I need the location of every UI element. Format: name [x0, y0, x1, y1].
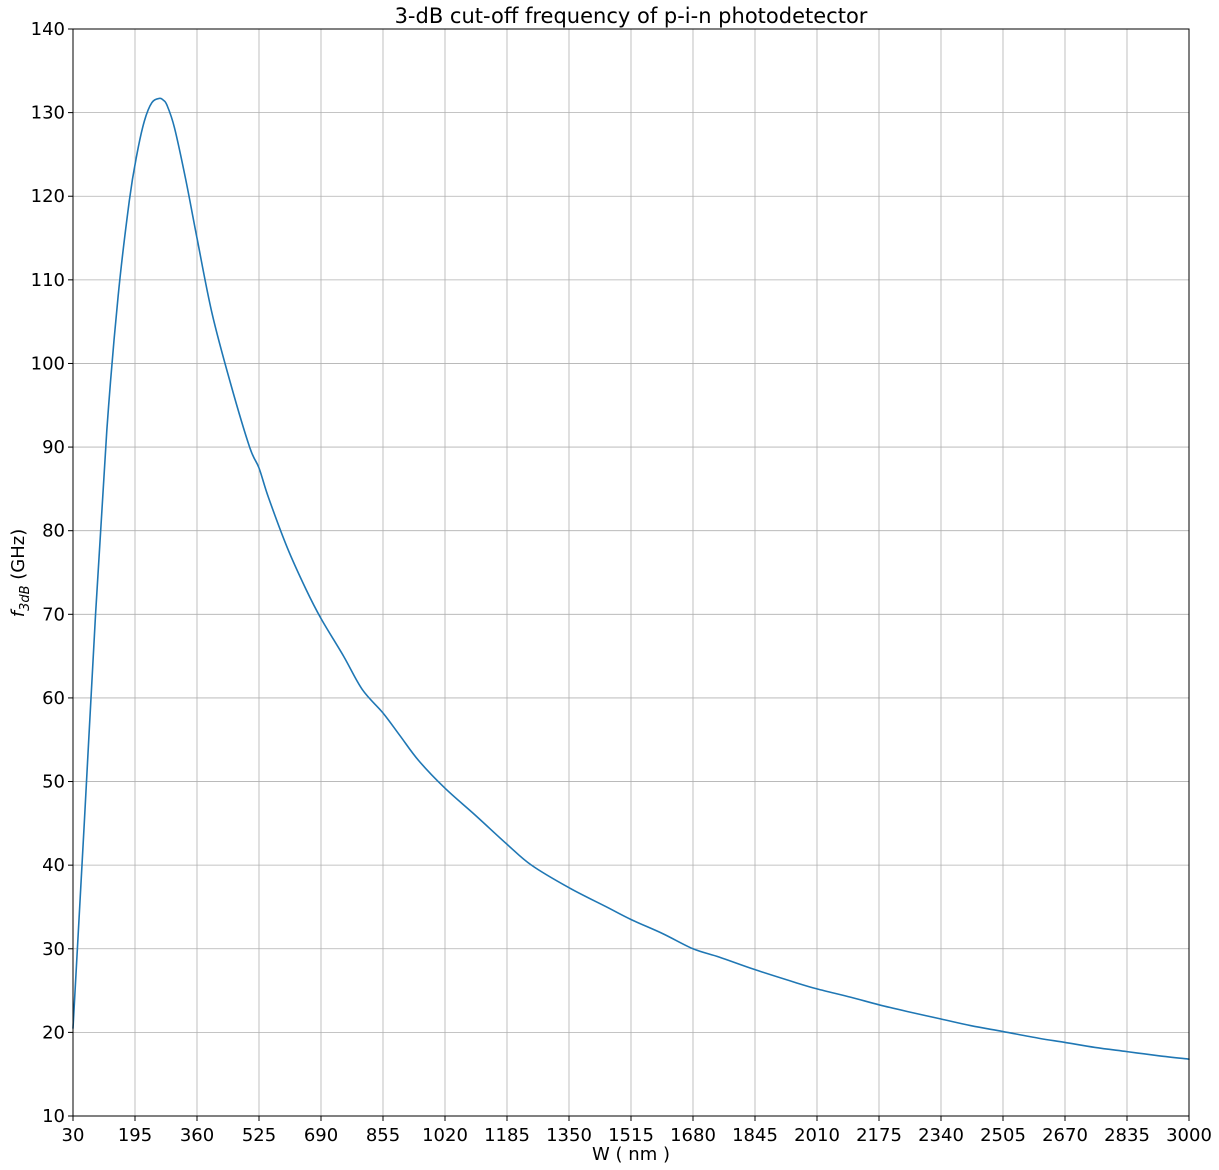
y-tick-label: 90: [42, 437, 65, 458]
x-tick-label: 855: [366, 1125, 400, 1146]
y-tick-label: 130: [31, 103, 65, 124]
y-tick-label: 100: [31, 353, 65, 374]
x-tick-label: 2505: [980, 1125, 1026, 1146]
grid-layer: [72, 28, 1190, 1117]
y-tick-label: 70: [42, 604, 65, 625]
x-tick-label: 690: [304, 1125, 338, 1146]
series-line-0: [72, 97, 1190, 1060]
chart-title: 3-dB cut-off frequency of p-i-n photodet…: [395, 4, 868, 28]
x-tick-label: 1515: [608, 1125, 654, 1146]
x-tick-label: 360: [180, 1125, 214, 1146]
tick-layer: 30 195 360 525 690 855 1020 1185 1350 1515 1680 184…: [31, 19, 1212, 1146]
x-tick-label: 1845: [732, 1125, 778, 1146]
series-layer: [72, 97, 1190, 1060]
y-axis-label-main: f: [8, 608, 29, 617]
y-tick-label: 120: [31, 186, 65, 207]
x-tick-label: 2670: [1042, 1125, 1088, 1146]
x-tick-label: 1020: [422, 1125, 468, 1146]
y-tick-label: 10: [42, 1106, 65, 1127]
x-tick-label: 3000: [1166, 1125, 1212, 1146]
x-tick-label: 525: [242, 1125, 276, 1146]
y-tick-label: 40: [42, 855, 65, 876]
x-tick-label: 1680: [670, 1125, 716, 1146]
y-tick-label: 140: [31, 19, 65, 40]
x-tick-label: 30: [62, 1125, 85, 1146]
x-tick-label: 2175: [856, 1125, 902, 1146]
x-tick-label: 2010: [794, 1125, 840, 1146]
y-axis-label-subscript: 3dB: [18, 585, 33, 611]
y-tick-label: 50: [42, 772, 65, 793]
y-tick-label: 20: [42, 1022, 65, 1043]
x-tick-label: 1350: [546, 1125, 592, 1146]
x-axis-label: W ( nm ): [592, 1144, 670, 1165]
x-tick-label: 2340: [918, 1125, 964, 1146]
y-tick-label: 110: [31, 270, 65, 291]
x-tick-label: 2835: [1104, 1125, 1150, 1146]
y-axis-label-unit: (GHz): [8, 529, 29, 586]
x-tick-label: 1185: [484, 1125, 530, 1146]
y-tick-label: 80: [42, 521, 65, 542]
y-tick-label: 30: [42, 939, 65, 960]
x-tick-label: 195: [118, 1125, 152, 1146]
y-tick-label: 60: [42, 688, 65, 709]
y-axis-label: f3dB (GHz): [8, 529, 33, 618]
